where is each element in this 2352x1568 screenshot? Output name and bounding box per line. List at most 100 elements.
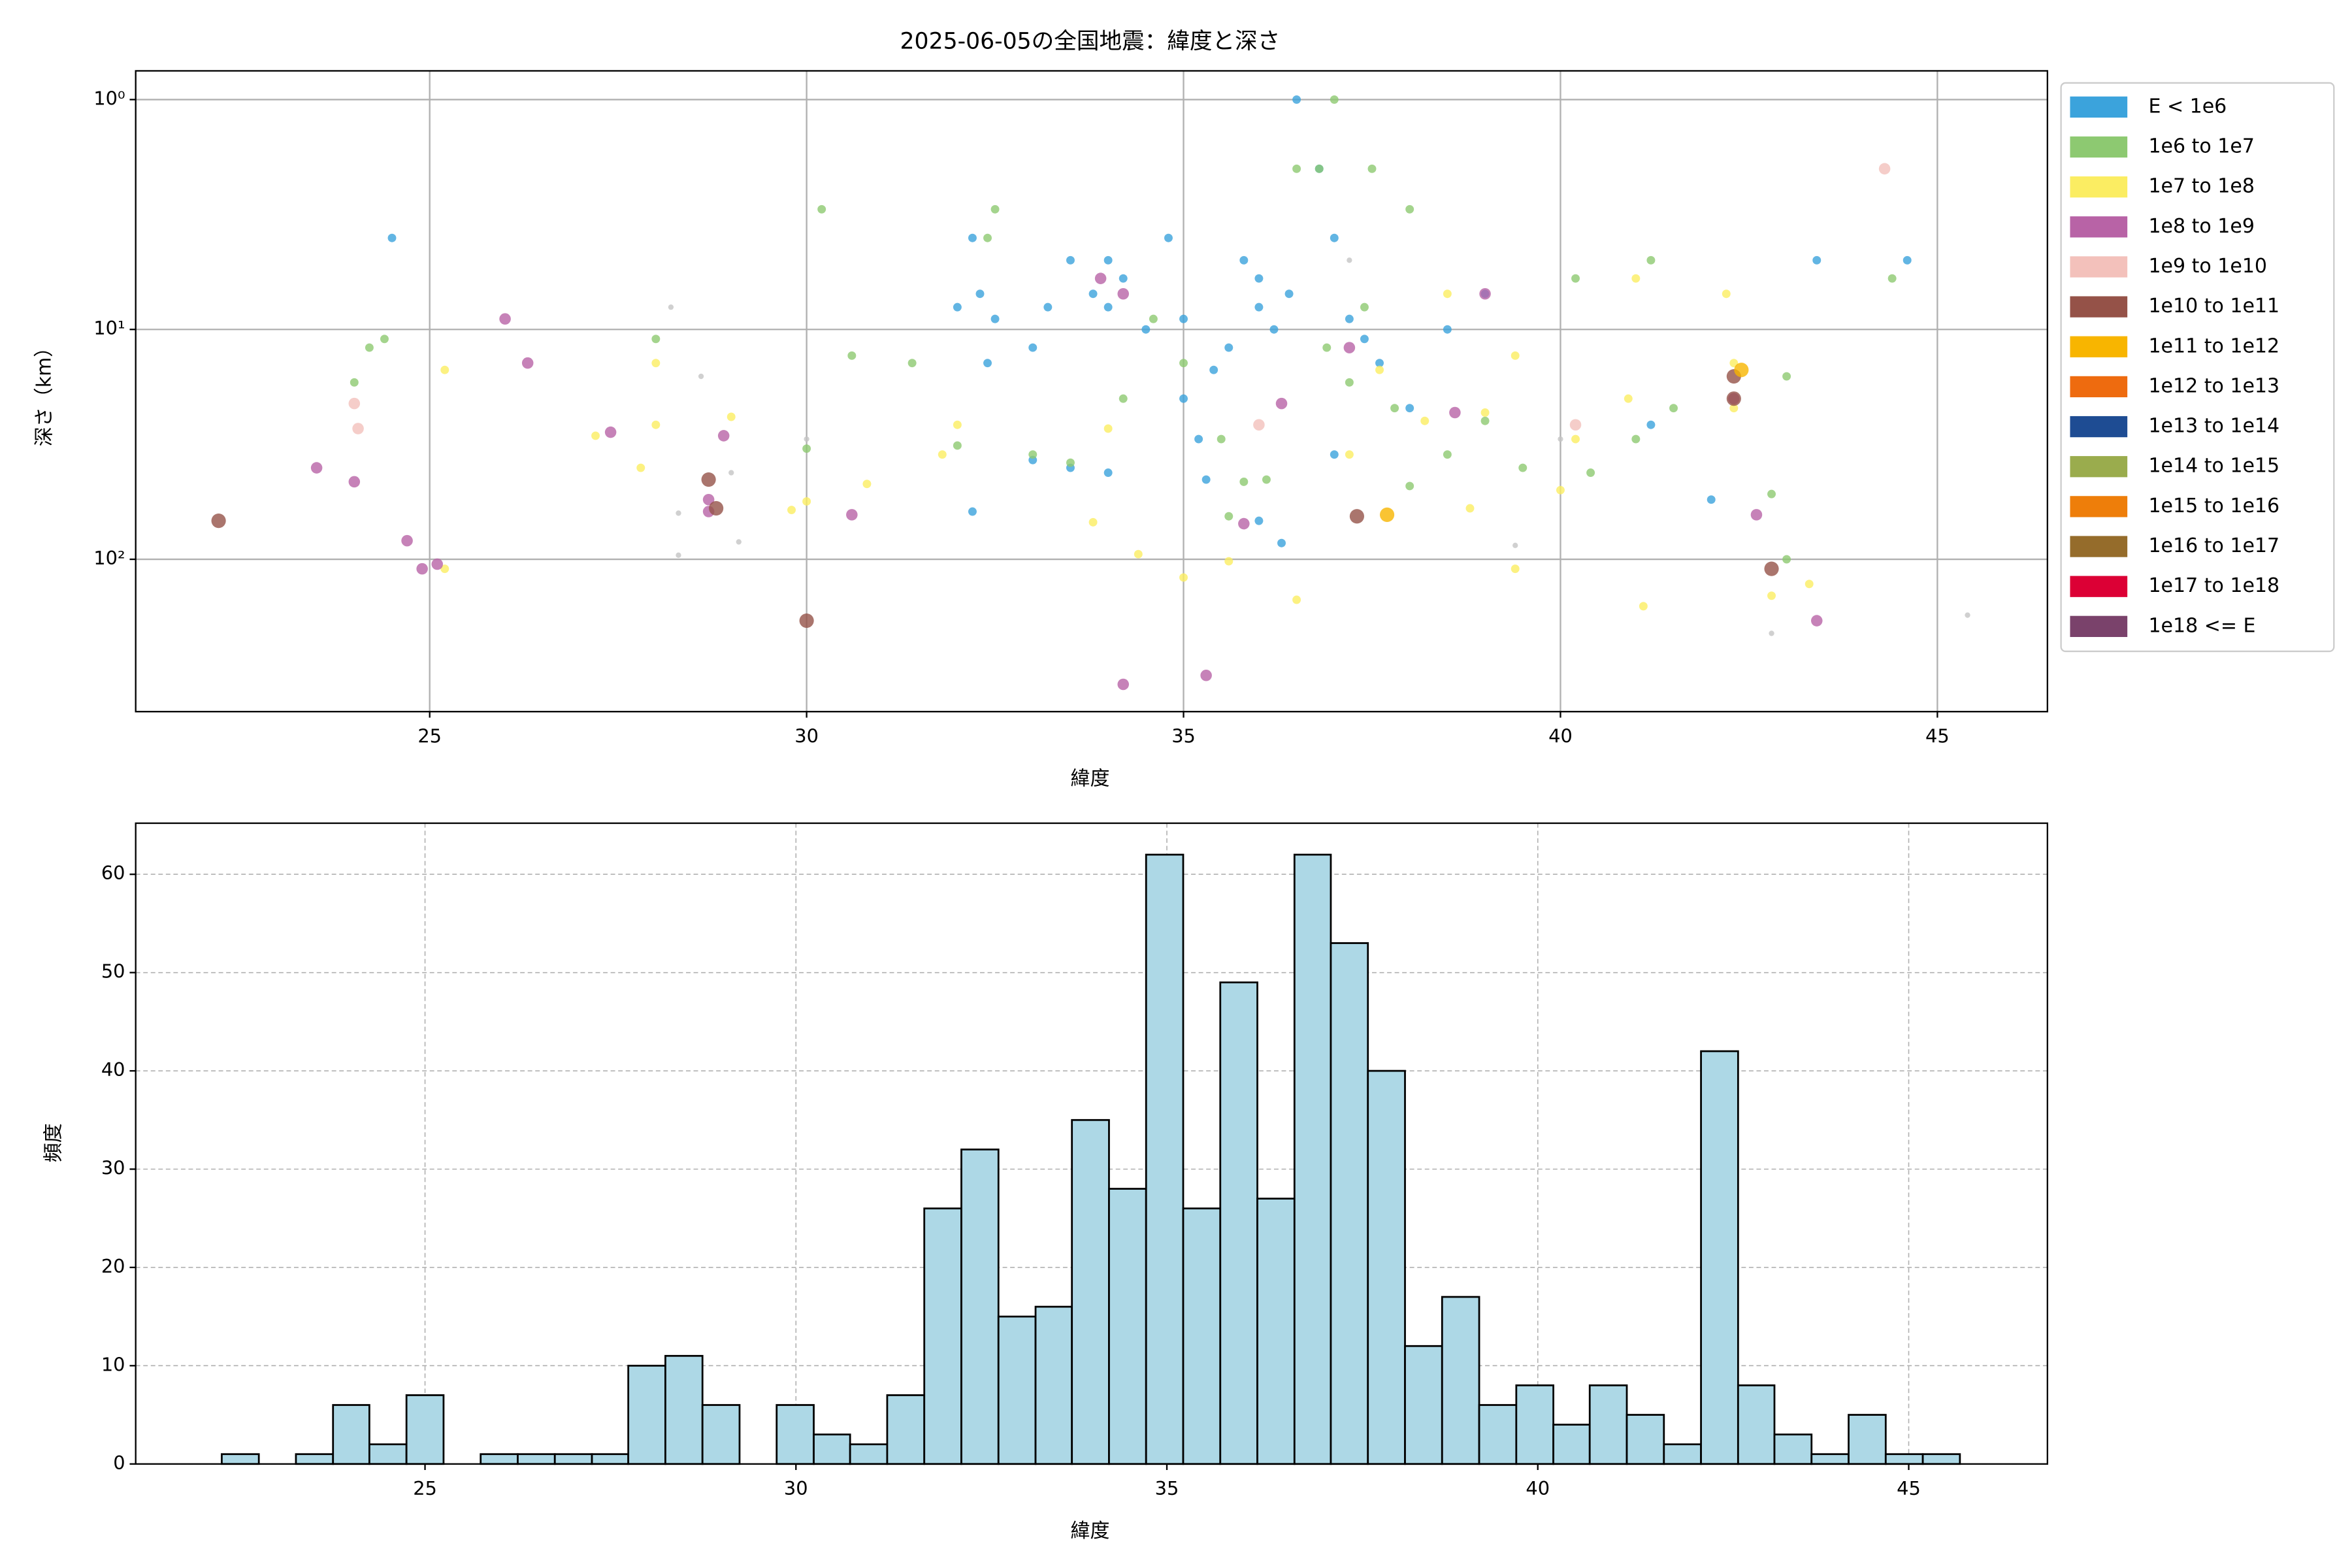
point [1103, 424, 1113, 433]
bar [1219, 981, 1258, 1465]
point [1518, 463, 1527, 472]
point [717, 430, 730, 442]
legend-swatch [2070, 416, 2128, 438]
point [1254, 516, 1264, 525]
point [1903, 255, 1912, 265]
legend-label: 1e8 to 1e9 [2148, 215, 2254, 238]
point [1726, 391, 1741, 406]
point [1639, 602, 1648, 611]
bar [1663, 1443, 1702, 1465]
point [350, 378, 359, 387]
point [968, 507, 977, 516]
legend-swatch [2070, 296, 2128, 318]
point [1201, 475, 1211, 484]
bar [1404, 1345, 1443, 1465]
x-tick-label: 25 [413, 1477, 437, 1499]
point [416, 563, 428, 575]
point [1149, 314, 1158, 323]
bar [517, 1453, 556, 1465]
legend-swatch [2070, 536, 2128, 557]
point [1782, 555, 1791, 564]
legend-label: 1e11 to 1e12 [2148, 335, 2279, 357]
y-tick-label: 40 [101, 1058, 125, 1081]
point [1624, 394, 1633, 403]
point [521, 357, 534, 369]
x-tick-label: 30 [794, 725, 819, 747]
point [1103, 255, 1113, 265]
point [1556, 485, 1565, 495]
point [499, 313, 511, 325]
point [651, 420, 661, 429]
point [1179, 394, 1188, 403]
point [1239, 255, 1249, 265]
point [1345, 314, 1354, 323]
point [1764, 561, 1779, 576]
point [1262, 475, 1271, 484]
point [975, 289, 985, 299]
legend-swatch [2070, 216, 2128, 238]
legend-label: 1e9 to 1e10 [2148, 255, 2267, 278]
x-tick-label: 30 [784, 1477, 808, 1499]
point [1088, 517, 1098, 527]
legend-swatch [2070, 615, 2128, 637]
point [953, 302, 962, 312]
point [728, 470, 734, 476]
bar [480, 1453, 519, 1465]
bar [1034, 1305, 1073, 1465]
bar [886, 1394, 926, 1465]
bar [1256, 1198, 1296, 1465]
point [1511, 564, 1520, 574]
point [1380, 507, 1395, 522]
point [1194, 434, 1203, 444]
bar [1108, 1188, 1147, 1465]
grid [135, 71, 2048, 712]
y-tick-label: 30 [101, 1156, 125, 1179]
point [1028, 343, 1037, 352]
point [1103, 302, 1113, 312]
point [380, 335, 389, 344]
point [1330, 95, 1339, 104]
point [1292, 595, 1301, 604]
point [698, 373, 704, 380]
point [1367, 164, 1377, 173]
point [1330, 450, 1339, 459]
point [802, 497, 811, 506]
point [1238, 517, 1250, 530]
point [1465, 504, 1475, 513]
x-tick-label: 25 [417, 725, 442, 747]
bar [1515, 1384, 1554, 1465]
point [1117, 678, 1129, 691]
point [668, 304, 674, 310]
point [1405, 482, 1414, 491]
point [727, 412, 736, 421]
point [1347, 257, 1352, 263]
legend-label: 1e16 to 1e17 [2148, 534, 2279, 557]
point [1345, 378, 1354, 387]
bar [332, 1404, 370, 1465]
y-axis-label: 深さ（km） [33, 338, 56, 447]
legend-label: 1e15 to 1e16 [2148, 495, 2279, 517]
x-axis-label: 緯度 [1070, 768, 1109, 791]
bar [1884, 1453, 1924, 1465]
point [1343, 342, 1356, 353]
bar [591, 1453, 630, 1465]
point [1141, 325, 1151, 334]
y-tick-label: 50 [101, 960, 125, 983]
point [1066, 255, 1075, 265]
x-tick-label: 45 [1925, 725, 1950, 747]
point [1375, 365, 1384, 374]
point [1239, 477, 1249, 486]
chart-title: 2025-06-05の全国地震：緯度と深さ [900, 29, 1281, 55]
bar [1071, 1119, 1110, 1465]
point [1631, 434, 1641, 444]
legend-label: 1e18 <= E [2148, 614, 2255, 637]
x-tick-label: 35 [1155, 1477, 1179, 1499]
point [348, 397, 361, 410]
legend-label: 1e12 to 1e13 [2148, 374, 2279, 397]
point [1631, 274, 1641, 283]
point [1209, 365, 1218, 374]
point [983, 233, 992, 242]
point [1224, 512, 1233, 521]
y-axis-label: 頻度 [42, 1123, 65, 1162]
